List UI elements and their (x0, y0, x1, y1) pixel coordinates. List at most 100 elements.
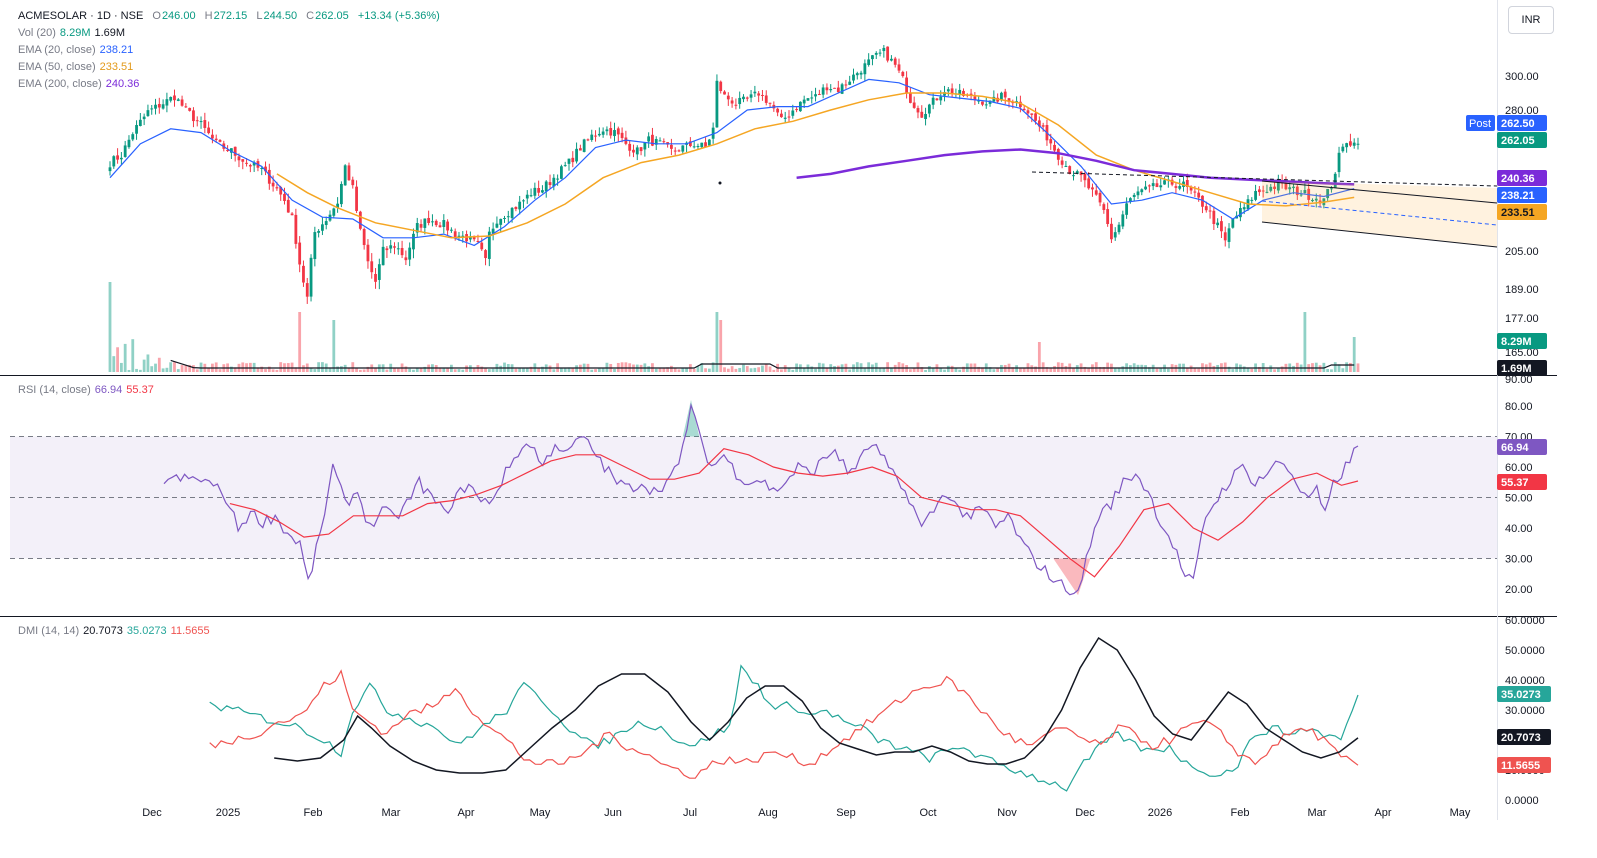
volume-bar (1094, 362, 1098, 372)
candle-body (305, 283, 309, 297)
volume-bar (1349, 362, 1352, 372)
candle-body (859, 72, 863, 75)
candle-body (882, 47, 886, 52)
ema20-tag-bg (1497, 187, 1547, 203)
candle-body (1030, 113, 1034, 115)
currency-button[interactable]: INR (1508, 6, 1554, 34)
price-axis-label: 280.00 (1505, 105, 1539, 117)
candle-body (1239, 208, 1242, 218)
volume-bar (863, 368, 867, 372)
vol-legend[interactable]: Vol (20) 8.29M 1.69M (18, 27, 126, 39)
candle-body (643, 142, 647, 150)
volume-bar (780, 369, 783, 372)
volume-bar (514, 368, 518, 372)
candle-body (677, 150, 681, 152)
candle-body (377, 264, 381, 280)
candle-body (1083, 173, 1087, 181)
candle-body (119, 157, 123, 160)
candle-body (229, 148, 233, 153)
candle-body (302, 265, 305, 283)
volume-bar (491, 368, 495, 372)
volume-bar (882, 367, 886, 372)
symbol-title[interactable]: ACMESOLAR · 1D · NSE (18, 10, 144, 22)
candle-body (537, 188, 541, 193)
ema20-legend[interactable]: EMA (20, close) 238.21 (18, 44, 134, 56)
di-minus-tag: 11.5655 (1501, 760, 1540, 772)
volume-bar (1246, 367, 1250, 372)
volume-bar (1352, 337, 1356, 372)
candle-body (264, 166, 267, 172)
volume-bar (298, 312, 302, 372)
candle-body (290, 213, 294, 216)
dmi-legend[interactable]: DMI (14, 14) 20.7073 35.0273 11.5655 (18, 625, 210, 637)
volume-bar (503, 362, 506, 372)
volume-bar (658, 367, 662, 372)
candle-body (192, 110, 195, 122)
volume-bar (620, 362, 624, 372)
volume-bar (958, 369, 962, 372)
candle-body (920, 111, 924, 118)
candle-body (1094, 190, 1098, 195)
volume-bar (214, 362, 218, 372)
volume-bar (457, 369, 461, 372)
volume-bar (1250, 368, 1254, 372)
candle-body (385, 248, 389, 251)
rsi-axis-label: 30.00 (1505, 554, 1533, 566)
volume-bar (339, 366, 343, 372)
volume-bar (833, 366, 836, 372)
candle-body (783, 117, 787, 119)
ema200-line (796, 148, 1355, 186)
volume-bar (294, 367, 298, 372)
ema200-legend[interactable]: EMA (200, close) 240.36 (18, 78, 140, 90)
candle-body (427, 217, 431, 224)
candle-body (351, 179, 355, 186)
volume-ma-line (170, 359, 1355, 369)
volume-bar (468, 365, 472, 372)
candle-body (1276, 181, 1280, 191)
volume-bar (366, 366, 370, 372)
x-tick-label: Jun (604, 807, 622, 819)
candle-body (154, 104, 157, 109)
volume-bar (302, 365, 305, 372)
candle-body (943, 92, 946, 96)
candle-body (1121, 214, 1125, 227)
channel-lower-line (1261, 221, 1498, 248)
candle-body (1117, 224, 1121, 233)
rsi-legend[interactable]: RSI (14, close) 66.94 55.37 (18, 384, 154, 396)
volume-bar (814, 368, 817, 372)
volume-bar (670, 365, 673, 372)
candle-body (897, 64, 901, 71)
candle-body (431, 221, 434, 223)
candle-body (1341, 146, 1345, 152)
candle-body (1041, 125, 1045, 127)
volume-bar (1314, 362, 1318, 372)
volume-bar (195, 369, 199, 372)
candle-body (1231, 218, 1235, 228)
channel-mid-line (1261, 200, 1498, 226)
candle-body (1072, 175, 1075, 177)
candle-body (780, 113, 783, 118)
volume-bar (874, 362, 878, 372)
ema50-legend[interactable]: EMA (50, close) 233.51 (18, 61, 134, 73)
candle-body (1026, 110, 1030, 114)
volume-bar (484, 368, 487, 372)
volume-bar (385, 369, 389, 372)
volume-bar (108, 282, 112, 372)
candle-body (116, 155, 119, 160)
volume-bar (393, 368, 396, 372)
candle-body (180, 99, 184, 106)
volume-bar (1333, 362, 1337, 372)
candle-body (597, 133, 601, 136)
candle-body (1163, 180, 1166, 185)
post-tag-label: Post (1469, 118, 1491, 130)
candle-body (893, 58, 897, 65)
candle-body (108, 167, 112, 172)
candle-body (1349, 141, 1352, 146)
candle-body (203, 120, 207, 128)
volume-bar (275, 369, 279, 372)
candle-body (711, 127, 715, 139)
candle-body (616, 128, 620, 135)
dmi-axis-label: 30.0000 (1505, 705, 1545, 717)
volume-bar (355, 368, 358, 372)
